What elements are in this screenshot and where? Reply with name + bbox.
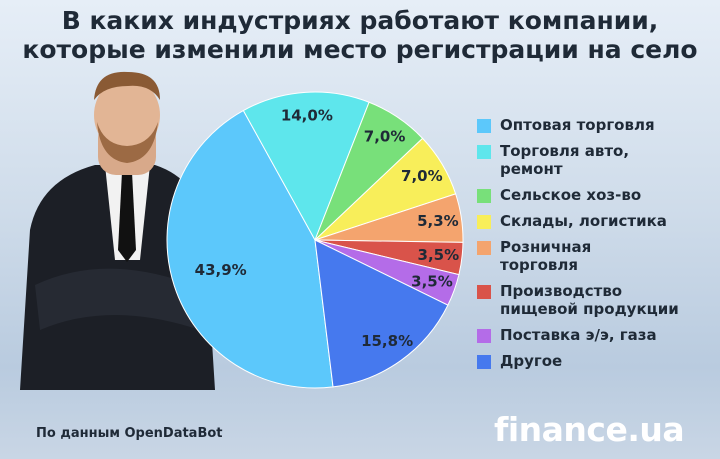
value-label: 43,9% [195,261,247,279]
pie-slice [314,239,449,388]
value-label: 15,8% [361,332,413,350]
legend-swatch [477,215,491,229]
source: По данным OpenDataBot [36,426,223,441]
legend-label: Розничная торговля [500,238,592,274]
legend-item: Розничная торговля [477,238,717,274]
legend-label: Другое [500,352,563,370]
legend-label: Торговля авто, ремонт [500,142,630,178]
legend-item: Торговля авто, ремонт [477,142,717,178]
legend-item: Другое [477,352,717,370]
value-label: 3,5% [418,246,460,264]
legend-swatch [477,241,491,255]
value-label: 5,3% [417,212,459,230]
legend-label: Склады, логистика [500,212,667,230]
legend-swatch [477,189,491,203]
legend-label: Сельское хоз-во [500,186,642,204]
legend-item: Поставка э/э, газа [477,326,717,344]
value-label: 7,0% [364,127,406,145]
legend-item: Склады, логистика [477,212,717,230]
legend-swatch [477,145,491,159]
legend-item: Оптовая торговля [477,116,717,134]
person-illustration [20,71,215,390]
value-label: 7,0% [401,167,443,185]
pie-slice [166,109,334,389]
legend-label: Оптовая торговля [500,116,655,134]
legend-label: Производство пищевой продукции [500,282,679,318]
legend-label: Поставка э/э, газа [500,326,657,344]
legend-item: Сельское хоз-во [477,186,717,204]
logo: finance.ua [494,410,685,449]
title: В каких индустриях работают компании, ко… [22,6,698,64]
legend-swatch [477,285,491,299]
legend-item: Производство пищевой продукции [477,282,717,318]
legend-swatch [477,119,491,133]
value-label: 3,5% [411,273,453,291]
legend-swatch [477,355,491,369]
pie-slice [242,91,370,242]
legend: Оптовая торговля Торговля авто, ремонт Сел… [477,116,717,378]
legend-swatch [477,329,491,343]
value-label: 14,0% [281,106,333,124]
